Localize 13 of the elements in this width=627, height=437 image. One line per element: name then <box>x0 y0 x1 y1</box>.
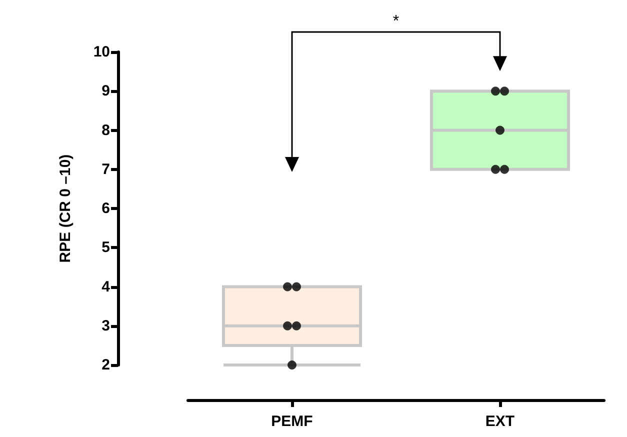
text: * <box>392 13 400 30</box>
y-tick-label: 9 <box>102 82 110 100</box>
y-tick-label: 4 <box>102 278 111 296</box>
y-tick-label: 2 <box>102 356 110 374</box>
y-tick-label: 6 <box>102 200 110 217</box>
y-tick-label: 10 <box>93 44 110 60</box>
x-tick-label: PEMF <box>271 413 313 430</box>
y-tick-label: 8 <box>102 122 110 139</box>
y-axis-title: RPE (CR 0 –10) <box>57 154 74 263</box>
y-tick-label: 5 <box>102 239 110 256</box>
y-tick-label: 3 <box>102 317 110 334</box>
y-tick-label: 7 <box>102 160 110 178</box>
x-tick-label: EXT <box>485 413 515 430</box>
